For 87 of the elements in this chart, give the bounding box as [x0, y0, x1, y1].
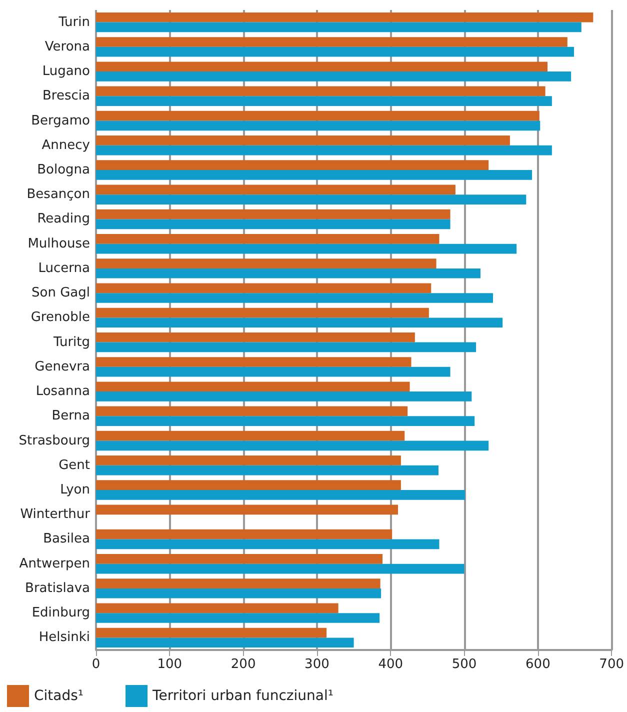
- legend-label: Territori urban funcziunal¹: [152, 688, 334, 704]
- x-tick-label: 300: [304, 657, 330, 672]
- bar: [96, 357, 412, 367]
- x-tick-label: 400: [378, 657, 404, 672]
- y-tick-label: Antwerpen: [19, 556, 90, 572]
- bar: [96, 268, 480, 278]
- y-tick-label: Strasbourg: [18, 433, 90, 448]
- y-tick-label: Grenoble: [30, 310, 90, 326]
- bar: [96, 554, 383, 564]
- bar: [96, 184, 456, 195]
- x-tick-label: 200: [230, 657, 256, 672]
- bar: [96, 145, 552, 156]
- y-tick-label: Annecy: [42, 138, 90, 153]
- y-tick-label: Bologna: [37, 162, 90, 178]
- y-tick-label: Son Gagl: [32, 286, 90, 301]
- bar: [96, 382, 410, 392]
- bar: [96, 22, 582, 32]
- bar: [96, 258, 436, 268]
- bar: [96, 366, 450, 377]
- bar: [96, 234, 440, 244]
- y-tick-label: Lucerna: [38, 260, 90, 276]
- bar: [96, 194, 526, 204]
- y-tick-label: Lugano: [42, 64, 90, 80]
- bar: [96, 529, 392, 540]
- y-tick-label: Bergamo: [31, 113, 90, 128]
- bar: [96, 209, 450, 220]
- y-tick-label: Reading: [37, 212, 90, 227]
- y-tick-label: Genevra: [34, 359, 90, 374]
- bar: [96, 110, 540, 121]
- y-tick-label: Verona: [44, 39, 90, 54]
- bar: [96, 480, 401, 490]
- bar: [96, 219, 450, 230]
- bar: [96, 160, 489, 170]
- y-tick-label: Besançon: [26, 187, 90, 202]
- bar: [96, 613, 380, 623]
- y-tick-label: Turin: [58, 14, 90, 30]
- bar: [96, 136, 510, 146]
- bar: [96, 603, 338, 614]
- bar: [96, 465, 438, 476]
- bar: [96, 86, 546, 96]
- x-tick-label: 500: [452, 657, 477, 672]
- bar: [96, 628, 327, 638]
- bar: [96, 72, 572, 82]
- y-tick-label: Mulhouse: [28, 236, 90, 252]
- legend-label: Citads¹: [34, 688, 84, 704]
- y-tick-label: Bratislava: [25, 580, 90, 596]
- bar: [96, 406, 408, 416]
- bar: [96, 430, 405, 441]
- y-tick-label: Berna: [52, 408, 90, 424]
- bar: [96, 46, 574, 57]
- y-tick-label: Helsinki: [38, 630, 90, 646]
- bar: [96, 37, 568, 47]
- bar: [96, 96, 552, 106]
- bar: [96, 318, 503, 328]
- y-tick-label: Losanna: [36, 384, 90, 400]
- bar: [96, 456, 401, 466]
- bar: [96, 539, 440, 550]
- bar: [96, 120, 540, 131]
- bar: [96, 416, 475, 426]
- bar: [96, 170, 532, 180]
- y-tick-label: Turitg: [52, 334, 90, 350]
- bar: [96, 308, 429, 318]
- y-tick-label: Gent: [58, 458, 90, 473]
- x-tick-label: 600: [526, 657, 550, 672]
- y-tick-label: Basilea: [43, 532, 90, 547]
- bar: [96, 332, 415, 342]
- bar: [96, 578, 380, 588]
- bar: [96, 504, 398, 515]
- bar: [96, 342, 476, 352]
- bar: [96, 440, 489, 451]
- x-tick-label: 100: [157, 657, 182, 672]
- bar: [96, 490, 466, 500]
- bar: [96, 283, 432, 294]
- bar: [96, 244, 517, 254]
- bar: [96, 12, 594, 22]
- x-tick-label: 0: [92, 657, 100, 672]
- bar: [96, 392, 472, 402]
- y-tick-label: Lyon: [60, 482, 90, 498]
- bar: [96, 588, 382, 598]
- y-tick-label: Brescia: [42, 88, 90, 104]
- bar: [96, 564, 464, 574]
- bar: [96, 62, 548, 72]
- y-tick-label: Winterthur: [20, 507, 91, 522]
- bar: [96, 638, 354, 648]
- x-tick-label: 700: [599, 657, 624, 672]
- y-tick-label: Edinburg: [32, 606, 90, 621]
- bar: [96, 293, 494, 303]
